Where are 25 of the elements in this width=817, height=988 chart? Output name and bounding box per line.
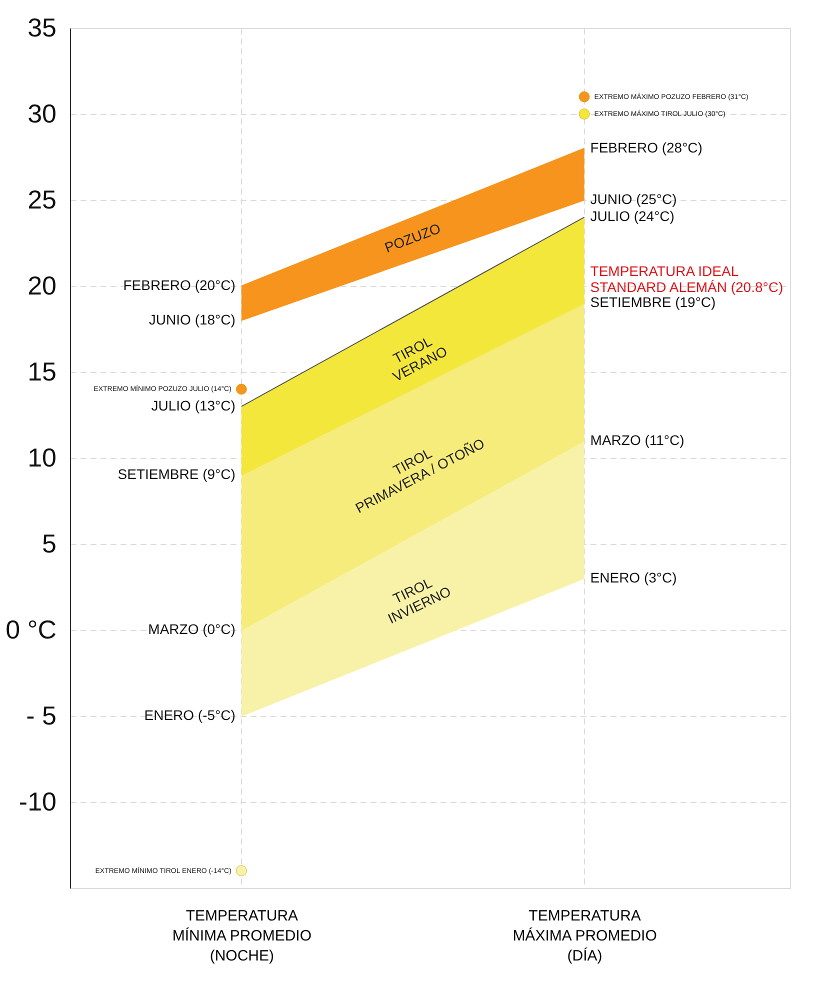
x-tick-label: TEMPERATURA MÍNIMA PROMEDIO (NOCHE) (172, 908, 312, 964)
data-label: JULIO (13°C) (151, 397, 236, 414)
data-label: JUNIO (25°C) (590, 191, 677, 207)
y-tick-label: 0 °C (6, 614, 56, 644)
y-tick-label: 20 (28, 270, 56, 300)
y-tick-label: -10 (18, 786, 56, 816)
data-label: FEBRERO (28°C) (590, 139, 702, 156)
data-label: FEBRERO (20°C) (123, 277, 236, 293)
data-label: JULIO (24°C) (590, 208, 674, 224)
data-label: SETIEMBRE (9°C) (118, 466, 236, 482)
y-tick-label: 30 (28, 98, 56, 128)
y-tick-label: 15 (28, 356, 56, 386)
data-label: ENERO (-5°C) (144, 707, 236, 723)
data-label: MARZO (11°C) (590, 432, 684, 448)
annotation: TEMPERATURA IDEAL STANDARD ALEMÁN (20.8°C) (590, 263, 784, 296)
y-tick-label: 25 (28, 184, 56, 214)
data-label: SETIEMBRE (19°C) (590, 294, 716, 310)
data-label: MARZO (0°C) (148, 621, 236, 637)
x-tick-label: TEMPERATURA MÁXIMA PROMEDIO (DÍA) (512, 908, 657, 964)
data-label: ENERO (3°C) (590, 569, 677, 586)
y-tick-label: - 5 (26, 700, 56, 730)
y-tick-label: 5 (42, 528, 56, 558)
y-tick-label: 35 (28, 12, 56, 42)
data-label: JUNIO (18°C) (148, 311, 236, 328)
y-tick-label: 10 (28, 442, 56, 472)
